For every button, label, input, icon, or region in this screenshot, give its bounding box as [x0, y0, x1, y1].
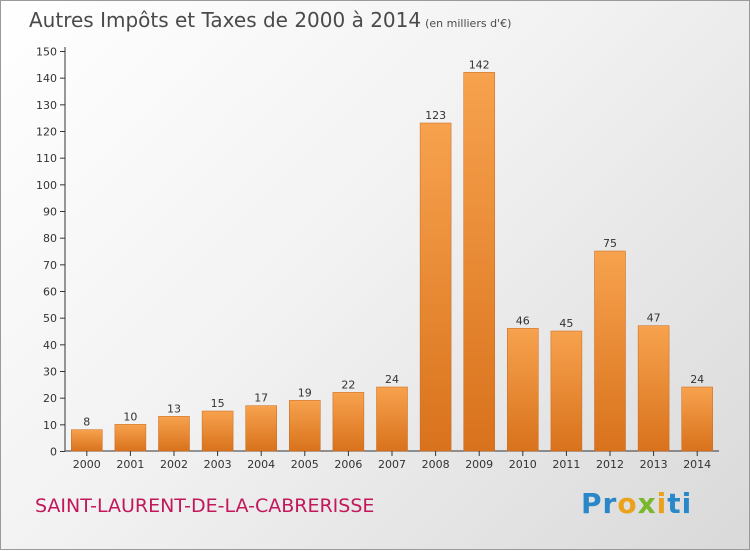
x-tick-label: 2009: [465, 458, 493, 471]
bar: [332, 392, 365, 452]
chart-title-text: Autres Impôts et Taxes de 2000 à 2014: [29, 8, 422, 32]
bar: [637, 325, 670, 452]
x-tick-label: 2003: [204, 458, 232, 471]
bar: [419, 122, 452, 452]
y-tick-label: 120: [36, 126, 57, 139]
y-tick-label: 150: [36, 46, 57, 59]
brand-part-5: ti: [667, 487, 693, 520]
data-label: 22: [341, 378, 355, 391]
x-tick-label: 2005: [291, 458, 319, 471]
y-tick-label: 80: [43, 232, 57, 245]
data-label: 24: [385, 373, 399, 386]
bar: [376, 386, 408, 452]
x-tick-label: 2011: [552, 458, 580, 471]
data-label: 123: [425, 109, 446, 122]
x-tick-label: 2010: [509, 458, 537, 471]
x-tick-label: 2004: [247, 458, 275, 471]
y-tick-label: 130: [36, 99, 57, 112]
x-tick-label: 2002: [160, 458, 188, 471]
bar: [550, 330, 583, 452]
x-tick-label: 2006: [334, 458, 362, 471]
bar: [463, 72, 495, 452]
x-tick-label: 2014: [683, 458, 711, 471]
data-label: 10: [123, 410, 137, 423]
data-label: 45: [559, 317, 573, 330]
y-tick-label: 40: [43, 339, 57, 352]
bar: [289, 400, 321, 452]
x-tick-label: 2008: [422, 458, 450, 471]
y-tick-label: 90: [43, 206, 57, 219]
y-tick-label: 110: [36, 152, 57, 165]
x-tick-label: 2001: [116, 458, 144, 471]
data-label: 8: [83, 416, 90, 429]
bar: [158, 416, 190, 452]
bar: [507, 328, 539, 452]
y-tick-label: 30: [43, 366, 57, 379]
x-tick-label: 2013: [640, 458, 668, 471]
bar: [245, 405, 277, 452]
bar: [114, 424, 147, 452]
y-tick-label: 100: [36, 179, 57, 192]
y-tick-label: 70: [43, 259, 57, 272]
data-label: 142: [469, 58, 490, 71]
data-label: 13: [167, 402, 181, 415]
y-tick-label: 20: [43, 392, 57, 405]
bar: [681, 386, 713, 452]
chart-unit: (en milliers d'€): [425, 17, 512, 30]
y-tick-label: 50: [43, 312, 57, 325]
bar: [201, 410, 234, 452]
y-tick-label: 0: [50, 446, 57, 459]
brand-logo: Proxiti: [581, 487, 692, 520]
x-tick-label: 2012: [596, 458, 624, 471]
data-label: 17: [254, 392, 268, 405]
data-label: 47: [647, 312, 661, 325]
brand-part-3: x: [637, 487, 657, 520]
y-tick-label: 60: [43, 286, 57, 299]
y-tick-label: 10: [43, 419, 57, 432]
data-label: 46: [516, 314, 530, 327]
chart-title: Autres Impôts et Taxes de 2000 à 2014 (en…: [29, 8, 511, 32]
data-label: 19: [298, 386, 312, 399]
data-label: 24: [690, 373, 704, 386]
data-label: 15: [211, 397, 225, 410]
y-tick-label: 140: [36, 72, 57, 85]
x-tick-label: 2007: [378, 458, 406, 471]
bar: [71, 429, 103, 452]
bar: [594, 250, 626, 452]
brand-part-2: o: [617, 487, 638, 520]
data-label: 75: [603, 237, 617, 250]
brand-part-1: Pr: [581, 487, 618, 520]
x-tick-label: 2000: [73, 458, 101, 471]
brand-part-4: i: [656, 487, 668, 520]
town-name: SAINT-LAURENT-DE-LA-CABRERISSE: [35, 495, 375, 517]
